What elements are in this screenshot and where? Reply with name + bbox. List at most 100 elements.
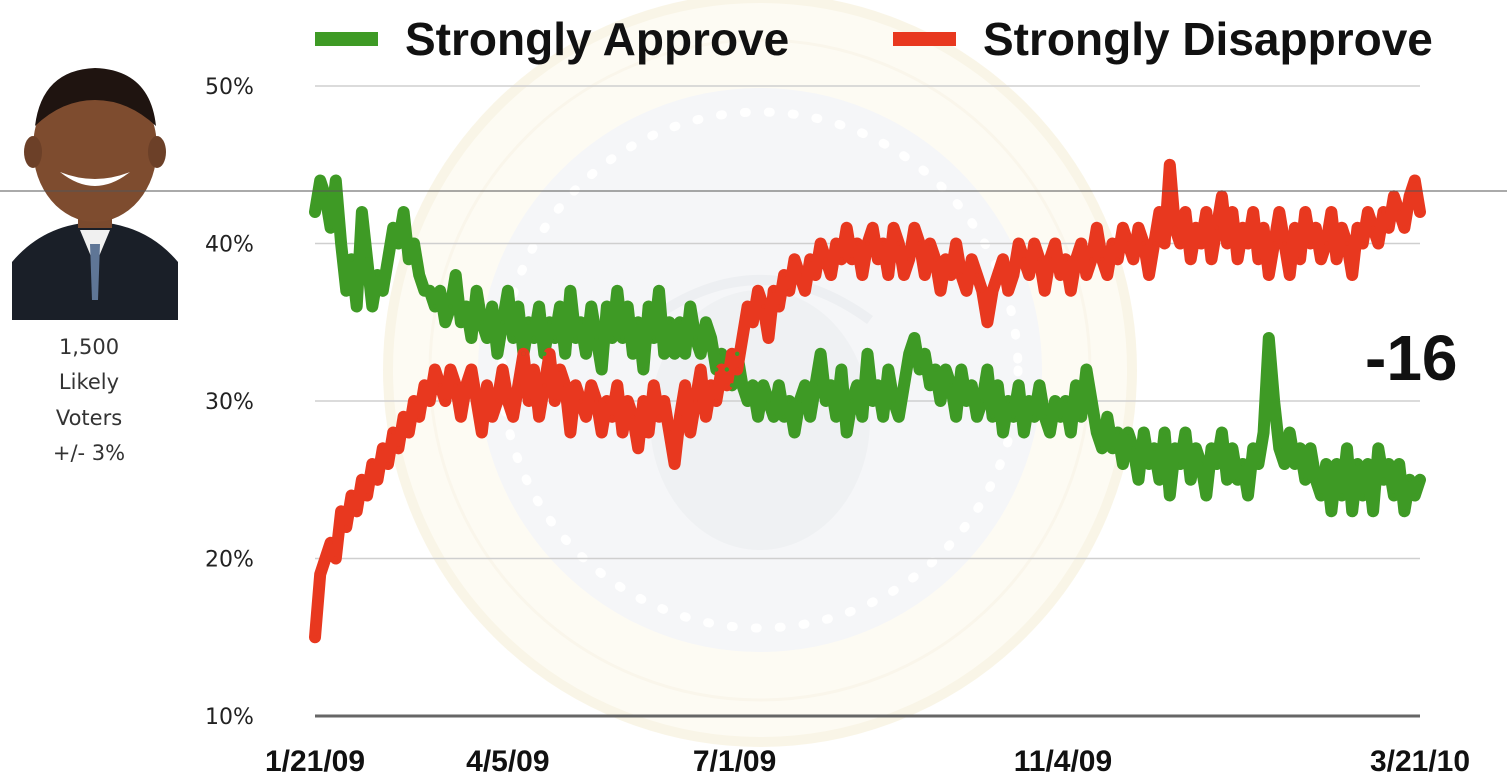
data-point-approve (1032, 414, 1037, 419)
data-point-approve (1303, 477, 1308, 482)
data-point-disapprove (781, 272, 787, 278)
data-point-approve (1073, 383, 1079, 388)
data-point-approve (1224, 477, 1230, 482)
data-point-approve (776, 383, 782, 388)
data-point-approve (1412, 493, 1418, 498)
data-point-disapprove (1407, 194, 1412, 199)
data-point-approve (490, 304, 495, 309)
data-point-disapprove (1339, 225, 1345, 230)
data-point-approve (646, 304, 651, 309)
data-point-disapprove (1125, 241, 1131, 246)
data-point-approve (495, 351, 500, 356)
data-point-approve (1277, 446, 1282, 451)
data-point-disapprove (662, 398, 667, 404)
data-point-disapprove (755, 288, 761, 293)
data-point-approve (828, 383, 834, 388)
data-point-approve (636, 320, 641, 325)
data-point-disapprove (870, 225, 875, 230)
data-point-approve (896, 414, 901, 419)
data-point-approve (875, 383, 881, 388)
data-point-approve (912, 335, 917, 341)
data-point-disapprove (802, 288, 808, 293)
data-point-disapprove (943, 257, 948, 262)
data-point-approve (1313, 477, 1319, 482)
seal-watermark (383, 0, 1137, 747)
data-point-disapprove (1292, 225, 1298, 230)
data-point-disapprove (609, 414, 615, 419)
data-point-disapprove (1162, 241, 1167, 246)
data-point-disapprove (1063, 257, 1068, 262)
data-point-approve (980, 398, 985, 404)
data-point-approve (620, 335, 625, 341)
data-point-disapprove (1402, 225, 1407, 230)
data-point-approve (1131, 446, 1136, 451)
data-point-approve (651, 335, 656, 341)
data-point-disapprove (1251, 209, 1256, 215)
data-point-approve (417, 272, 422, 278)
sample-size-text: 1,500 (59, 335, 119, 359)
data-point-approve (422, 288, 427, 293)
data-point-disapprove (1376, 241, 1381, 246)
data-point-disapprove (1110, 241, 1115, 246)
data-point-disapprove (667, 430, 672, 435)
data-point-approve (662, 351, 667, 356)
data-point-approve (1152, 446, 1157, 451)
data-point-approve (1120, 461, 1126, 467)
data-point-approve (1157, 477, 1162, 482)
data-point-disapprove (1271, 241, 1277, 246)
data-point-approve (818, 351, 823, 356)
voters-text: Voters (56, 406, 122, 430)
data-point-approve (370, 304, 375, 309)
data-point-disapprove (646, 430, 651, 435)
data-point-approve (1105, 414, 1110, 419)
data-point-approve (938, 398, 943, 404)
data-point-approve (500, 320, 505, 325)
data-point-approve (781, 414, 787, 419)
data-point-approve (771, 414, 776, 419)
legend: Strongly Approve Strongly Disapprove (315, 13, 1433, 65)
data-point-approve (933, 367, 938, 372)
data-point-approve (922, 351, 927, 356)
data-point-disapprove (583, 414, 589, 419)
data-point-disapprove (505, 398, 511, 404)
data-point-disapprove (599, 430, 604, 435)
data-point-approve (672, 351, 677, 356)
data-point-disapprove (1172, 225, 1178, 230)
data-point-approve (1125, 430, 1131, 435)
data-point-disapprove (844, 225, 849, 230)
data-point-approve (1271, 398, 1277, 404)
data-point-disapprove (547, 351, 552, 356)
data-point-approve (453, 272, 458, 278)
data-point-disapprove (464, 383, 469, 388)
data-point-approve (1000, 430, 1006, 435)
data-point-approve (427, 288, 432, 293)
data-point-disapprove (484, 383, 490, 388)
data-point-approve (1370, 509, 1376, 514)
data-point-disapprove (1204, 209, 1209, 215)
data-point-disapprove (1334, 257, 1339, 262)
data-point-disapprove (344, 524, 349, 530)
x-tick-label: 3/21/10 (1370, 745, 1470, 778)
data-point-approve (1167, 493, 1173, 498)
data-point-approve (328, 225, 333, 230)
data-point-approve (750, 383, 755, 388)
data-point-disapprove (719, 367, 724, 372)
data-point-approve (719, 351, 724, 356)
data-point-approve (1287, 430, 1292, 435)
data-point-disapprove (854, 241, 860, 246)
data-point-disapprove (411, 398, 417, 404)
data-point-approve (943, 367, 948, 372)
data-point-approve (927, 383, 933, 388)
data-point-approve (630, 351, 636, 356)
data-point-disapprove (927, 241, 933, 246)
data-point-disapprove (990, 288, 995, 293)
data-point-disapprove (995, 272, 1000, 278)
data-point-approve (1146, 461, 1152, 467)
data-point-approve (740, 383, 745, 388)
data-point-disapprove (349, 493, 354, 498)
data-point-approve (1037, 383, 1042, 388)
data-point-disapprove (552, 398, 557, 404)
data-point-approve (510, 335, 516, 341)
data-point-disapprove (766, 335, 771, 341)
data-point-disapprove (1099, 257, 1105, 262)
